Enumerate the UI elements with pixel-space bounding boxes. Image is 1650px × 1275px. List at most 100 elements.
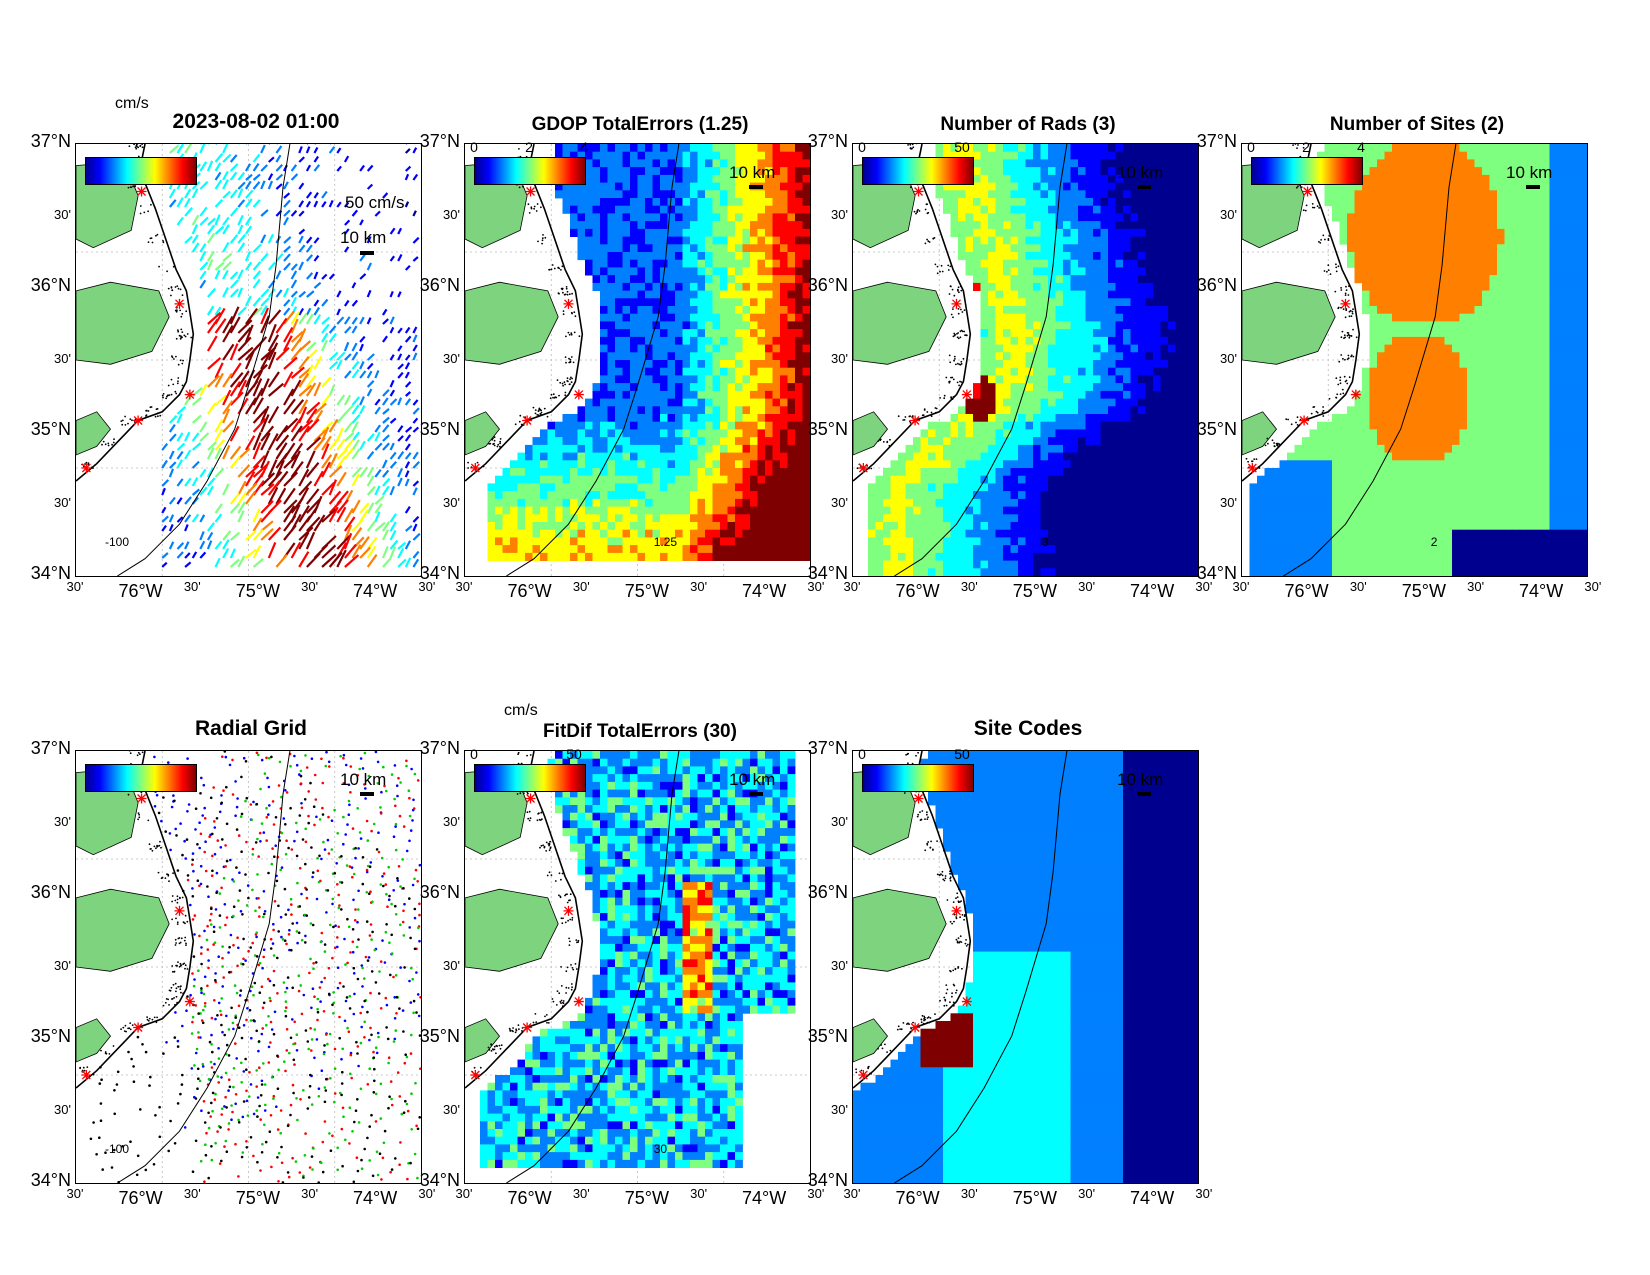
data-cell [1190,282,1198,291]
data-cell [1010,167,1019,176]
data-cell [622,468,631,477]
data-cell [712,475,721,484]
current-vector [191,188,199,199]
data-cell [772,483,781,492]
current-vector [336,316,345,325]
data-cell [980,367,989,376]
data-cell [898,514,906,523]
current-vector [245,225,253,235]
lon-label: 75°W [235,581,280,601]
data-cell [898,545,906,554]
data-cell [988,221,996,230]
data-cell [1085,552,1094,561]
data-cell [495,537,503,546]
data-cell [675,475,683,484]
data-cell [1033,468,1041,477]
data-cell [600,444,608,453]
data-cell [1123,352,1131,361]
data-cell [1108,537,1116,546]
data-cell [905,537,914,546]
data-cell [487,552,496,561]
data-cell [1100,167,1109,176]
current-vector [267,180,274,190]
data-cell [645,383,653,392]
data-cell [765,259,773,268]
data-cell [1018,552,1026,561]
data-cell [765,174,773,183]
data-cell [660,429,668,438]
data-cell [1153,290,1161,299]
data-cell [1018,390,1026,399]
depth-contour [894,144,1068,576]
data-cell [705,475,713,484]
data-cell [690,360,698,369]
data-cell [928,460,936,469]
data-cell [1115,383,1124,392]
data-cell [547,421,556,430]
data-cell [1190,336,1198,345]
data-cell [750,313,758,322]
data-cell [995,336,1004,345]
data-cell [757,414,766,423]
current-vector [267,309,282,325]
data-cell [765,414,773,423]
data-cell [742,537,751,546]
data-cell [645,190,653,199]
data-cell [622,383,631,392]
data-cell [1130,460,1139,469]
current-vector [283,199,291,208]
current-vector [298,399,309,415]
current-vector [351,473,360,487]
data-cell [1115,452,1124,461]
data-cell [720,414,728,423]
data-cell [1003,383,1011,392]
data-cell [547,498,556,507]
data-cell [1010,151,1019,160]
data-cell [1078,498,1086,507]
data-cell [988,444,996,453]
data-cell [1183,375,1191,384]
coast-dot [172,265,175,268]
data-cell [750,198,758,207]
data-cell [995,221,1004,230]
data-cell [495,491,503,500]
data-cell [690,144,698,153]
data-cell [1063,545,1071,554]
data-cell [630,329,638,338]
data-cell [720,514,728,523]
data-cell [660,352,668,361]
data-cell [577,213,586,222]
data-cell [1063,174,1071,183]
data-cell [950,529,959,538]
data-cell [555,190,563,199]
current-vector [305,313,314,325]
current-vector [191,460,200,469]
current-vector [214,372,224,388]
coast-dot [548,268,551,271]
coast-dot [156,408,159,410]
data-cell [607,483,616,492]
data-cell [1033,213,1041,222]
data-cell [1025,213,1034,222]
data-cell [705,244,713,253]
data-cell [980,468,989,477]
data-cell [1138,498,1146,507]
current-vector [366,433,375,442]
data-cell [1108,198,1116,207]
data-cell [1153,421,1161,430]
data-cell [1123,151,1131,160]
data-cell [980,298,989,307]
data-cell [600,452,608,461]
data-cell [780,390,788,399]
data-cell [1145,383,1154,392]
data-cell [802,352,810,361]
coast-dot [177,363,180,366]
data-cell [1108,298,1116,307]
current-vector [252,243,262,253]
data-cell [988,228,996,237]
data-cell [1100,182,1109,191]
data-cell [585,506,593,515]
data-cell [868,514,876,523]
data-cell [652,252,661,261]
data-cell [1048,406,1056,415]
